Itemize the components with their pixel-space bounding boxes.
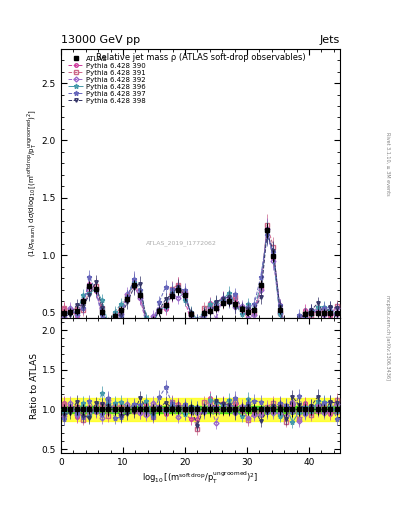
Y-axis label: Ratio to ATLAS: Ratio to ATLAS — [30, 353, 39, 419]
Text: Jets: Jets — [320, 35, 340, 45]
Text: 13000 GeV pp: 13000 GeV pp — [61, 35, 140, 45]
Bar — [61, 406, 340, 414]
X-axis label: $\log_{10}$[(m$^{\rm soft\,drop}$/p$_{\rm T}^{\rm ungroomed}$)$^2$]: $\log_{10}$[(m$^{\rm soft\,drop}$/p$_{\r… — [142, 470, 259, 486]
Text: ATLAS_2019_I1772062: ATLAS_2019_I1772062 — [145, 240, 216, 246]
Text: Rivet 3.1.10, ≥ 3M events: Rivet 3.1.10, ≥ 3M events — [385, 132, 390, 196]
Bar — [61, 398, 340, 421]
Legend: ATLAS, Pythia 6.428 390, Pythia 6.428 391, Pythia 6.428 392, Pythia 6.428 396, P: ATLAS, Pythia 6.428 390, Pythia 6.428 39… — [65, 53, 149, 106]
Y-axis label: $(1/\sigma_\mathrm{resum})$ d$\sigma$/d$\log_{10}$[(m$^\mathrm{soft\,drop}$/p$_\: $(1/\sigma_\mathrm{resum})$ d$\sigma$/d$… — [25, 110, 39, 258]
Text: Relative jet mass ρ (ATLAS soft-drop observables): Relative jet mass ρ (ATLAS soft-drop obs… — [95, 53, 305, 61]
Text: mcplots.cern.ch [arXiv:1306.3436]: mcplots.cern.ch [arXiv:1306.3436] — [385, 295, 390, 380]
